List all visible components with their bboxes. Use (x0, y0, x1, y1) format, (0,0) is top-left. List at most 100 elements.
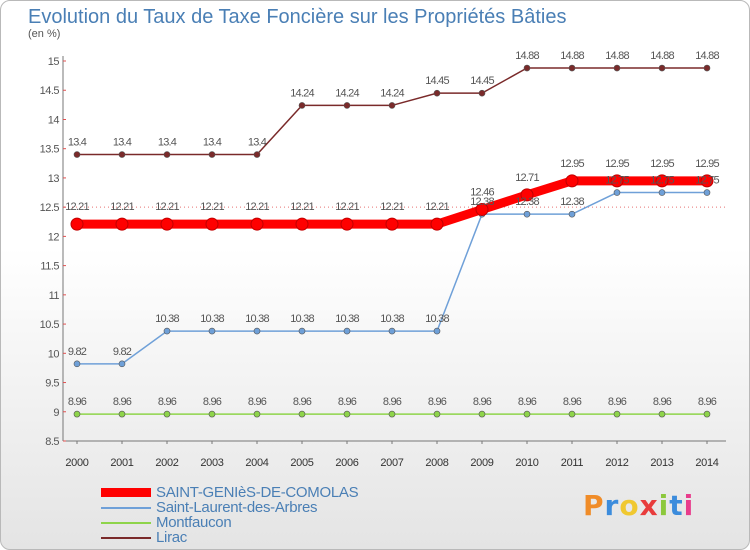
data-label: 12.21 (110, 201, 134, 213)
data-label: 12.95 (560, 158, 584, 170)
y-tick-label: 12.5 (40, 202, 60, 214)
x-tick-label: 2008 (425, 457, 448, 469)
data-point (163, 327, 171, 335)
data-point (160, 217, 174, 231)
data-label: 12.21 (425, 201, 449, 213)
data-point (703, 189, 711, 196)
legend-swatch (101, 488, 151, 497)
x-tick-label: 2003 (200, 457, 223, 469)
data-point (523, 410, 531, 418)
data-label: 12.21 (380, 201, 404, 213)
y-tick-label: 9.5 (45, 378, 59, 390)
data-point (433, 89, 441, 97)
data-label: 12.75 (650, 175, 674, 187)
data-label: 10.38 (290, 313, 314, 325)
legend-label: Saint-Laurent-des-Arbres (156, 499, 318, 516)
data-label: 14.45 (425, 75, 449, 87)
data-point (388, 102, 396, 109)
data-label: 12.21 (245, 201, 269, 213)
data-label: 14.88 (695, 50, 719, 62)
data-label: 12.21 (290, 201, 314, 213)
data-point (658, 189, 666, 196)
data-point (208, 410, 216, 418)
x-tick-label: 2004 (245, 457, 268, 469)
data-point (430, 217, 444, 231)
data-point (523, 64, 531, 72)
data-label: 12.95 (695, 158, 719, 170)
data-point (253, 151, 261, 158)
data-label: 8.96 (563, 396, 582, 408)
data-point (208, 151, 216, 158)
data-point (388, 327, 396, 335)
data-point (253, 327, 261, 335)
x-tick-label: 2014 (695, 457, 718, 469)
data-point (565, 174, 579, 188)
data-label: 10.38 (335, 313, 359, 325)
data-label: 8.96 (113, 396, 132, 408)
data-point (250, 217, 264, 231)
data-label: 13.4 (113, 137, 132, 149)
y-tick-label: 9 (53, 407, 59, 419)
y-tick-label: 11 (49, 290, 60, 302)
data-point (343, 327, 351, 335)
data-point (613, 410, 621, 418)
data-point (253, 410, 261, 418)
data-label: 14.88 (560, 50, 584, 62)
y-tick-label: 13 (48, 173, 60, 185)
legend-label: Montfaucon (156, 514, 232, 531)
data-point (700, 174, 714, 188)
data-label: 12.38 (560, 196, 584, 208)
y-tick-label: 8.5 (45, 436, 59, 448)
data-point (568, 64, 576, 72)
data-point (118, 151, 126, 158)
proxiti-logo: Proxiti (583, 489, 695, 522)
data-label: 8.96 (158, 396, 177, 408)
data-point (613, 189, 621, 196)
data-point (388, 410, 396, 418)
data-label: 8.96 (383, 396, 402, 408)
x-tick-label: 2011 (561, 457, 584, 469)
legend-swatch (101, 537, 151, 539)
data-point (610, 174, 624, 188)
data-point (205, 217, 219, 231)
data-point (343, 410, 351, 418)
data-label: 14.24 (380, 87, 404, 99)
data-point (658, 410, 666, 418)
data-label: 8.96 (338, 396, 357, 408)
legend-swatch (101, 507, 151, 509)
data-label: 12.21 (65, 201, 89, 213)
legend-swatch (101, 522, 151, 524)
data-point (478, 410, 486, 418)
data-label: 14.88 (515, 50, 539, 62)
data-label: 12.71 (515, 172, 539, 184)
y-tick-label: 15 (48, 56, 60, 68)
data-label: 10.38 (245, 313, 269, 325)
data-label: 12.95 (605, 158, 629, 170)
x-tick-label: 2013 (650, 457, 673, 469)
data-label: 12.21 (335, 201, 359, 213)
data-label: 14.24 (335, 87, 359, 99)
data-label: 12.75 (695, 175, 719, 187)
data-label: 13.4 (158, 137, 177, 149)
data-label: 12.95 (650, 158, 674, 170)
y-tick-label: 10.5 (40, 319, 60, 331)
legend-label: Lirac (156, 529, 188, 546)
x-tick-label: 2000 (65, 457, 88, 469)
x-tick-label: 2009 (470, 457, 493, 469)
data-point (298, 327, 306, 335)
y-tick-label: 14 (48, 114, 60, 126)
data-label: 12.38 (470, 196, 494, 208)
data-label: 8.96 (428, 396, 447, 408)
data-point (208, 327, 216, 335)
data-label: 14.45 (470, 75, 494, 87)
data-label: 14.88 (605, 50, 629, 62)
data-point (295, 217, 309, 231)
x-tick-label: 2006 (335, 457, 358, 469)
y-unit-label: (en %) (28, 28, 61, 40)
data-point (613, 64, 621, 72)
data-point (298, 102, 306, 109)
data-label: 14.88 (650, 50, 674, 62)
x-tick-label: 2001 (110, 457, 133, 469)
data-label: 8.96 (698, 396, 717, 408)
